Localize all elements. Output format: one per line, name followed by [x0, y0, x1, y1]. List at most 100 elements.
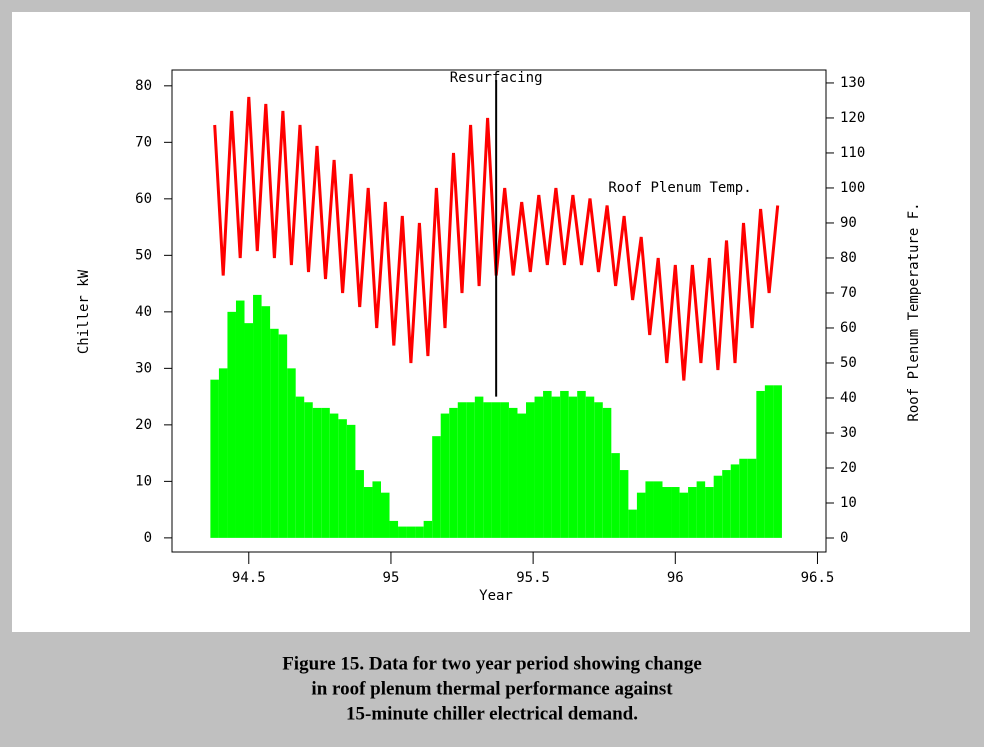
y-tick-label: 70 [135, 134, 152, 150]
bar [508, 407, 518, 538]
bar [449, 407, 458, 538]
bar [218, 368, 228, 538]
bar [491, 402, 501, 538]
bar [500, 402, 509, 538]
bar [628, 509, 637, 538]
y2-axis-title: Roof Plenum Temperature F. [906, 202, 922, 421]
y2-tick-label: 130 [840, 75, 865, 91]
bar [227, 311, 236, 538]
y2-tick-label: 90 [840, 215, 857, 231]
bar [389, 520, 399, 538]
plot-frame [171, 69, 827, 553]
bar [244, 323, 254, 538]
bar [423, 520, 433, 538]
bar [278, 334, 288, 538]
bar [287, 368, 296, 538]
x-tick-label: 94.5 [232, 570, 266, 586]
bar [338, 419, 347, 538]
bar [440, 413, 450, 538]
bar [346, 424, 356, 538]
bar [688, 487, 697, 538]
y-tick-label: 80 [135, 78, 152, 94]
y2-tick-label: 40 [840, 390, 857, 406]
bar [705, 487, 714, 538]
y2-tick-label: 110 [840, 145, 865, 161]
bar [270, 328, 279, 538]
bar [756, 390, 765, 538]
bar [304, 402, 313, 538]
bar [696, 481, 706, 538]
bar [594, 402, 603, 538]
bar [474, 396, 484, 538]
bar [560, 390, 569, 538]
bar [636, 492, 646, 538]
bar [526, 402, 535, 538]
bar [713, 475, 723, 538]
bar [543, 390, 552, 538]
y2-tick-label: 80 [840, 250, 857, 266]
bar [662, 487, 672, 538]
bar [261, 306, 271, 538]
bar [253, 294, 262, 538]
x-tick-label: 96 [667, 570, 684, 586]
bar [466, 402, 475, 538]
bar [619, 470, 629, 538]
bar [415, 526, 424, 538]
bar [321, 407, 330, 538]
bar [722, 470, 731, 538]
bar [577, 390, 586, 538]
bar [372, 481, 381, 538]
x-tick-label: 96.5 [801, 570, 835, 586]
y-tick-label: 40 [135, 304, 152, 320]
bar [406, 526, 416, 538]
bar [730, 464, 740, 538]
y-tick-label: 60 [135, 191, 152, 207]
bar [295, 396, 305, 538]
series-label: Roof Plenum Temp. [608, 180, 751, 196]
y2-tick-label: 50 [840, 355, 857, 371]
y-tick-label: 10 [135, 473, 152, 489]
y2-tick-label: 70 [840, 285, 857, 301]
bar [551, 396, 561, 538]
bar [312, 407, 322, 538]
caption-line: 15-minute chiller electrical demand. [346, 703, 638, 724]
x-tick-label: 95.5 [516, 570, 550, 586]
y2-tick-label: 20 [840, 460, 857, 476]
y2-tick-label: 60 [840, 320, 857, 336]
bar [568, 396, 578, 538]
bar [671, 487, 680, 538]
bar [329, 413, 339, 538]
bar [764, 385, 774, 538]
bar [483, 402, 492, 538]
y2-tick-label: 100 [840, 180, 865, 196]
y2-tick-label: 10 [840, 495, 857, 511]
bar [235, 300, 245, 538]
bar [773, 385, 782, 538]
bar [517, 413, 527, 538]
y-tick-label: 0 [144, 530, 152, 546]
y-tick-label: 20 [135, 417, 152, 433]
bar [739, 458, 748, 538]
bar [645, 481, 654, 538]
bar [355, 470, 364, 538]
bar [457, 402, 467, 538]
bar [653, 481, 663, 538]
y2-tick-label: 0 [840, 530, 848, 546]
y-axis-title: Chiller kW [76, 269, 92, 354]
bar [602, 407, 612, 538]
bar [534, 396, 544, 538]
bar [380, 492, 390, 538]
caption-line: in roof plenum thermal performance again… [311, 678, 673, 699]
bar [679, 492, 689, 538]
bar [747, 458, 757, 538]
y-tick-label: 50 [135, 247, 152, 263]
y-tick-label: 30 [135, 360, 152, 376]
bar [432, 436, 441, 538]
bar [585, 396, 595, 538]
bar [611, 453, 620, 538]
x-axis-title: Year [479, 588, 513, 604]
bar [210, 379, 219, 538]
caption-line: Figure 15. Data for two year period show… [282, 653, 702, 674]
bar [398, 526, 407, 538]
